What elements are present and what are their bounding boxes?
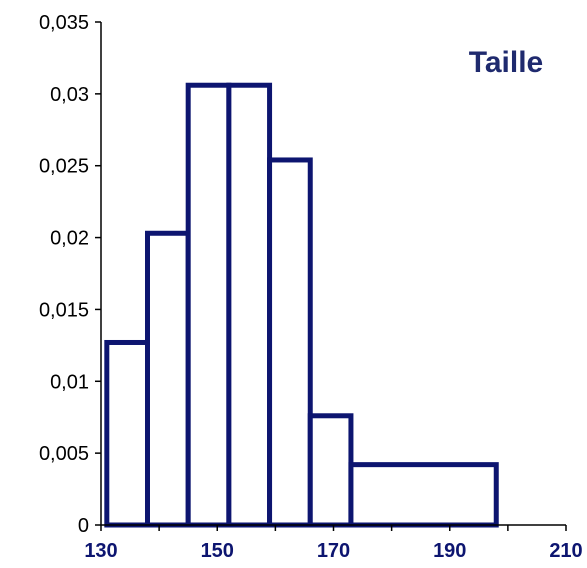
x-tick-label: 170 (317, 540, 350, 562)
x-tick-label: 190 (433, 540, 466, 562)
histogram-bar-2 (145, 230, 191, 528)
x-tick-label: 150 (201, 540, 234, 562)
x-tick-label: 210 (549, 540, 582, 562)
histogram-bar-3 (185, 82, 232, 528)
histogram-bar-6 (307, 413, 354, 528)
histogram-bar-7 (348, 462, 499, 528)
y-tick-label: 0,035 (39, 12, 89, 34)
y-tick-label: 0,005 (39, 443, 89, 465)
bars-group (104, 82, 499, 528)
x-tick-label: 130 (84, 540, 117, 562)
y-tick-label: 0,01 (50, 371, 89, 393)
y-ticks-group: 0 0,005 0,01 0,015 0,02 0,025 0,03 0,035 (39, 12, 101, 537)
x-ticks-group: 130 150 170 190 210 (84, 525, 583, 562)
histogram-bar-1 (104, 339, 150, 528)
y-tick-label: 0 (78, 515, 89, 537)
y-tick-label: 0,015 (39, 299, 89, 321)
y-tick-label: 0,02 (50, 228, 89, 250)
histogram-bar-4 (226, 82, 273, 528)
y-tick-label: 0,03 (50, 84, 89, 106)
chart-title: Taille (469, 46, 543, 79)
histogram-bar-5 (267, 157, 313, 528)
y-tick-label: 0,025 (39, 156, 89, 178)
